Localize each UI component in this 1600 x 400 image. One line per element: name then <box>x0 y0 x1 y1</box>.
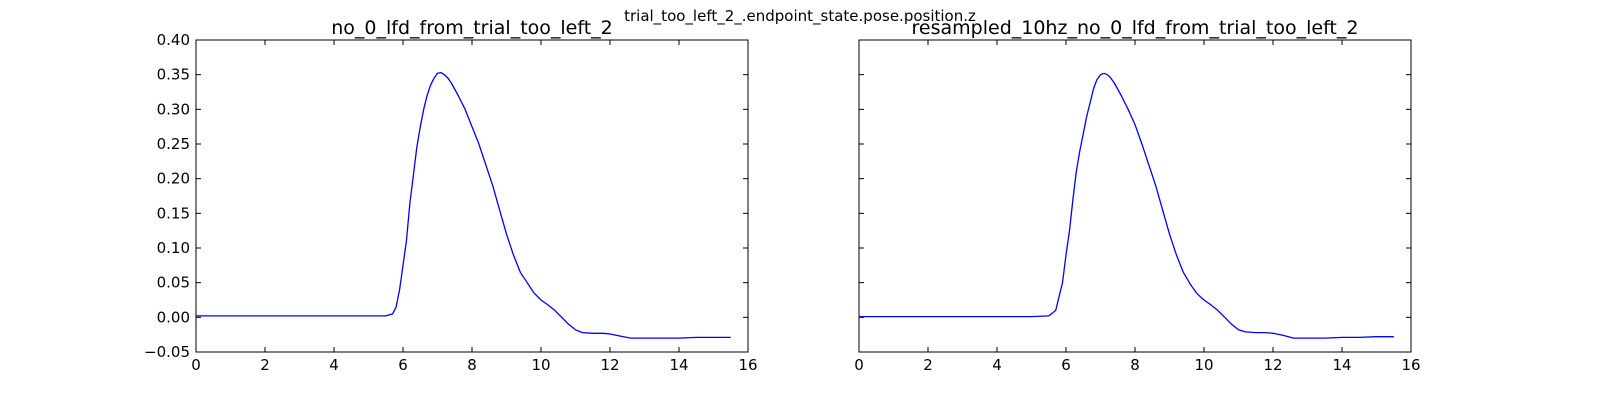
right-subplot: resampled_10hz_no_0_lfd_from_trial_too_l… <box>854 17 1420 374</box>
subplot-title: resampled_10hz_no_0_lfd_from_trial_too_l… <box>912 17 1359 39</box>
x-tick-label: 6 <box>398 356 408 374</box>
y-tick-label: 0.30 <box>157 100 190 118</box>
series-line <box>859 72 1394 339</box>
y-tick-label: −0.05 <box>144 343 190 361</box>
figure-suptitle: trial_too_left_2_.endpoint_state.pose.po… <box>624 7 976 26</box>
x-tick-label: 14 <box>1332 356 1351 374</box>
left-subplot: no_0_lfd_from_trial_too_left_2 0 2 4 6 8 10 12 1… <box>144 17 758 374</box>
subplot-title: no_0_lfd_from_trial_too_left_2 <box>331 17 613 39</box>
x-tick-label: 12 <box>600 356 619 374</box>
x-tick-label: 10 <box>531 356 550 374</box>
y-tick-label: 0.10 <box>157 239 190 257</box>
y-tick-label: 0.05 <box>157 274 190 292</box>
x-tick-label: 8 <box>467 356 477 374</box>
x-tick-label: 10 <box>1194 356 1213 374</box>
y-tick-label: 0.40 <box>157 31 190 49</box>
x-tick-label: 4 <box>992 356 1002 374</box>
y-tick-label: 0.15 <box>157 204 190 222</box>
x-tick-label: 0 <box>191 356 201 374</box>
series-line <box>196 71 731 339</box>
x-tick-label: 12 <box>1263 356 1282 374</box>
y-tick-label: 0.35 <box>157 66 190 84</box>
x-tick-label: 16 <box>738 356 757 374</box>
y-tick-label: 0.25 <box>157 135 190 153</box>
x-tick-label: 16 <box>1401 356 1420 374</box>
y-tick-label: 0.20 <box>157 170 190 188</box>
x-tick-label: 2 <box>923 356 933 374</box>
x-tick-label: 14 <box>669 356 688 374</box>
x-tick-label: 8 <box>1130 356 1140 374</box>
x-tick-label: 2 <box>260 356 270 374</box>
y-tick-label: 0.00 <box>157 308 190 326</box>
x-tick-label: 0 <box>854 356 864 374</box>
x-tick-label: 4 <box>329 356 339 374</box>
x-tick-label: 6 <box>1061 356 1071 374</box>
